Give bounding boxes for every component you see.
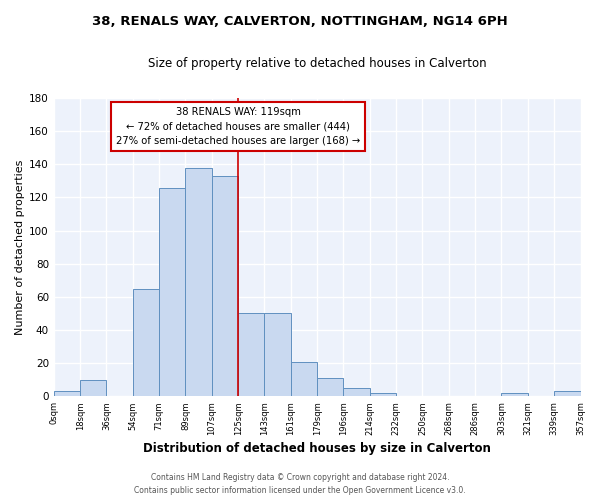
Bar xyxy=(343,388,370,396)
Text: Contains HM Land Registry data © Crown copyright and database right 2024.
Contai: Contains HM Land Registry data © Crown c… xyxy=(134,474,466,495)
Text: 38 RENALS WAY: 119sqm
← 72% of detached houses are smaller (444)
27% of semi-det: 38 RENALS WAY: 119sqm ← 72% of detached … xyxy=(116,107,360,146)
Bar xyxy=(80,380,106,396)
Text: 38, RENALS WAY, CALVERTON, NOTTINGHAM, NG14 6PH: 38, RENALS WAY, CALVERTON, NOTTINGHAM, N… xyxy=(92,15,508,28)
Bar xyxy=(265,314,291,396)
Title: Size of property relative to detached houses in Calverton: Size of property relative to detached ho… xyxy=(148,58,487,70)
Bar xyxy=(185,168,212,396)
X-axis label: Distribution of detached houses by size in Calverton: Distribution of detached houses by size … xyxy=(143,442,491,455)
Bar xyxy=(54,392,80,396)
Bar xyxy=(502,393,528,396)
Bar xyxy=(159,188,185,396)
Bar xyxy=(291,362,317,396)
Bar xyxy=(212,176,238,396)
Bar xyxy=(554,392,581,396)
Bar xyxy=(133,288,159,397)
Y-axis label: Number of detached properties: Number of detached properties xyxy=(15,160,25,335)
Bar xyxy=(370,393,396,396)
Bar xyxy=(238,314,265,396)
Bar xyxy=(317,378,343,396)
